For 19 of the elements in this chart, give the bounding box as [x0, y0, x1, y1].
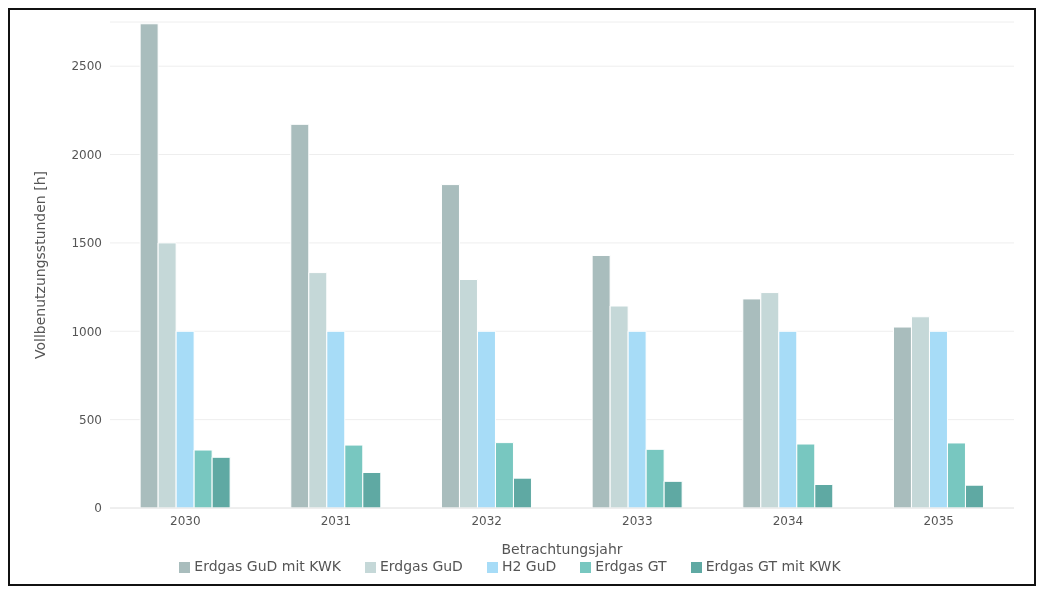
legend-label: Erdgas GT	[595, 558, 667, 574]
y-tick-label: 1500	[71, 236, 102, 251]
x-tick-label: 2030	[170, 513, 201, 528]
y-tick-label: 500	[79, 412, 102, 427]
legend-label: H2 GuD	[501, 558, 557, 574]
x-tick-label: 2031	[320, 513, 352, 528]
x-axis-title: Betrachtungsjahr	[501, 541, 623, 557]
legend-label: Erdgas GT mit KWK	[705, 558, 841, 574]
y-tick-label: 2000	[71, 147, 102, 162]
y-tick-label: 2500	[71, 59, 102, 74]
x-tick-label: 2034	[772, 513, 804, 528]
x-tick-label: 2035	[923, 513, 954, 528]
y-axis-title: Vollbenutzungsstunden [h]	[31, 171, 48, 359]
y-tick-label: 0	[94, 501, 102, 516]
legend-label: Erdgas GuD	[379, 558, 463, 574]
y-tick-label: 1000	[71, 324, 102, 339]
legend-label: Erdgas GuD mit KWK	[194, 558, 341, 574]
x-tick-label: 2033	[622, 513, 653, 528]
x-tick-label: 2032	[471, 513, 502, 528]
